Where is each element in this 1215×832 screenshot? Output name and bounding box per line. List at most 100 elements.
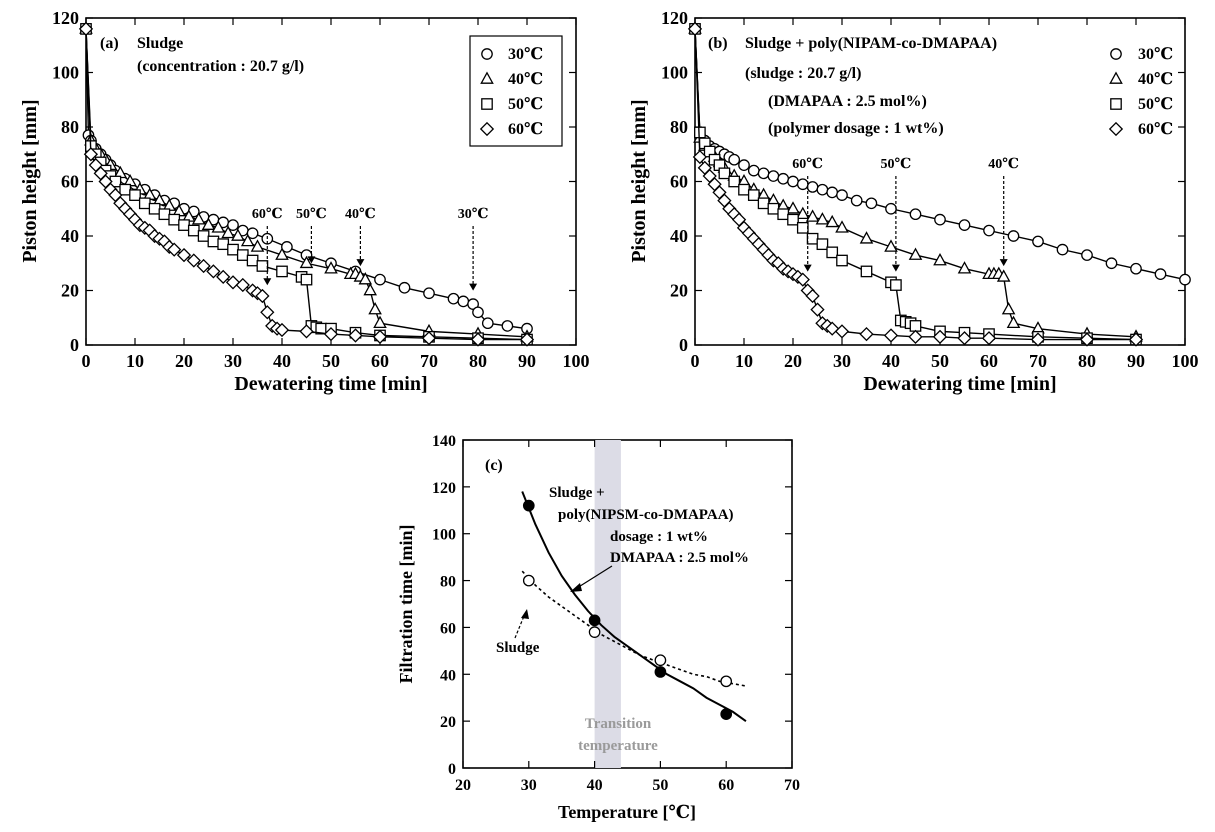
panel-a-annotation-line-2: (concentration : 20.7 g/l) (137, 58, 304, 75)
panel-b-legend: 30℃ 40℃ 50℃ 60℃ (1108, 46, 1173, 138)
x-tick-label-100: 100 (1172, 351, 1199, 371)
point-40-16 (211, 220, 226, 233)
transition-arrow-head-0 (263, 278, 272, 286)
point-30-18 (826, 186, 839, 199)
legend-marker-60 (1108, 121, 1124, 137)
panel-b-legend-entry-2: 40℃ (1138, 71, 1173, 88)
panel-c-frame (462, 439, 793, 769)
point-30-23 (909, 208, 922, 221)
x-tick-label-20: 20 (784, 351, 802, 371)
point-60-30 (859, 326, 874, 342)
fit-line-sludge-poly-nipsm-co-dmapaa (521, 491, 747, 722)
transition-arrow-head-1 (307, 256, 316, 264)
point-30-25 (958, 219, 971, 231)
point-sludge-poly-nipsm-co-dmapaa-2 (654, 666, 667, 678)
point-sludge-0 (522, 574, 535, 587)
point-sludge-poly-nipsm-co-dmapaa-0 (522, 499, 535, 512)
y-tick-label-100: 100 (432, 527, 456, 544)
point-60-28 (255, 288, 270, 304)
x-tick-label-10: 10 (735, 351, 753, 371)
x-tick-label-90: 90 (1127, 351, 1145, 371)
point-sludge-poly-nipsm-co-dmapaa-3 (720, 708, 733, 720)
point-60-23 (216, 269, 231, 284)
transition-label-3: 30℃ (458, 207, 489, 222)
point-60-24 (805, 288, 820, 304)
point-30-26 (983, 224, 995, 237)
point-60-29 (834, 324, 850, 339)
point-30-19 (836, 189, 848, 201)
point-30-11 (757, 167, 770, 180)
y-tick-label-20: 20 (440, 714, 456, 731)
point-50-6 (718, 167, 731, 180)
y-tick-label-0: 0 (679, 335, 688, 355)
point-60-0 (687, 21, 703, 37)
panel-c-sludge-label: Sludge (496, 640, 540, 656)
point-40-15 (805, 209, 820, 222)
point-30-17 (816, 183, 829, 196)
point-50-18 (836, 254, 848, 267)
point-40-18 (231, 228, 245, 241)
x-tick-label-20: 20 (175, 351, 193, 371)
point-30-12 (767, 170, 780, 182)
panel-a-annotation-line-1: Sludge (137, 35, 183, 52)
panel-b-x-axis-label: Dewatering time [min] (863, 373, 1056, 395)
panel-b: 0 10 20 30 40 50 60 70 80 90 100 0 20 40 60 80 100 120 60… (628, 8, 1199, 395)
point-60-33 (932, 329, 948, 344)
point-30-16 (806, 181, 819, 193)
point-30-10 (747, 164, 760, 177)
x-tick-label-70: 70 (784, 777, 800, 794)
legend-marker-50 (1110, 98, 1122, 110)
point-60-20 (186, 253, 201, 268)
point-40-13 (786, 201, 800, 214)
point-sludge-3 (720, 675, 733, 688)
point-60-36 (372, 329, 388, 344)
point-60-37 (421, 331, 437, 346)
point-40-16 (815, 212, 830, 225)
point-30-13 (777, 172, 790, 185)
point-30-31 (1105, 257, 1118, 270)
point-30-22 (885, 202, 897, 215)
point-30-28 (398, 281, 411, 294)
point-50-19 (236, 249, 249, 261)
fit-line-sludge (521, 570, 747, 687)
panel-a-x-axis-label: Dewatering time [min] (234, 373, 427, 395)
point-30-34 (1179, 273, 1191, 286)
point-50-13 (787, 213, 799, 226)
panel-a-legend: 30℃ 40℃ 50℃ 60℃ (469, 35, 563, 147)
point-60-35 (981, 331, 997, 346)
point-50-24 (300, 273, 313, 286)
panel-c-marks (514, 491, 747, 722)
point-60-0 (78, 21, 94, 37)
panel-a-legend-entry-2: 40℃ (508, 71, 543, 88)
y-tick-label-120: 120 (432, 480, 456, 497)
point-30-9 (738, 159, 750, 171)
point-30-20 (850, 194, 863, 207)
y-tick-label-80: 80 (670, 117, 688, 137)
point-30-15 (796, 178, 809, 191)
point-30-34 (481, 317, 494, 330)
x-tick-label-40: 40 (273, 351, 291, 371)
line-60 (85, 28, 527, 341)
transition-label-1: 50℃ (881, 157, 912, 172)
panel-a-legend-entry-3: 50℃ (508, 96, 543, 113)
point-40-27 (358, 272, 373, 285)
panel-c-x-axis-label: Temperature [℃] (558, 802, 696, 822)
point-60-31 (883, 328, 899, 343)
y-tick-label-100: 100 (661, 63, 688, 83)
point-60-38 (1128, 332, 1144, 347)
x-tick-label-60: 60 (980, 351, 998, 371)
point-60-35 (348, 328, 363, 343)
point-40-21 (275, 247, 289, 260)
point-30-27 (374, 273, 386, 286)
point-60-34 (957, 331, 972, 346)
x-tick-label-0: 0 (691, 351, 700, 371)
x-tick-label-80: 80 (1078, 351, 1096, 371)
y-tick-label-120: 120 (661, 8, 688, 28)
point-60-25 (810, 302, 825, 317)
point-40-17 (221, 225, 235, 239)
transition-label-0: 60℃ (252, 207, 283, 222)
point-30-27 (1007, 230, 1020, 242)
point-60-29 (260, 305, 275, 320)
point-50-22 (276, 265, 288, 278)
point-60-32 (274, 322, 290, 338)
